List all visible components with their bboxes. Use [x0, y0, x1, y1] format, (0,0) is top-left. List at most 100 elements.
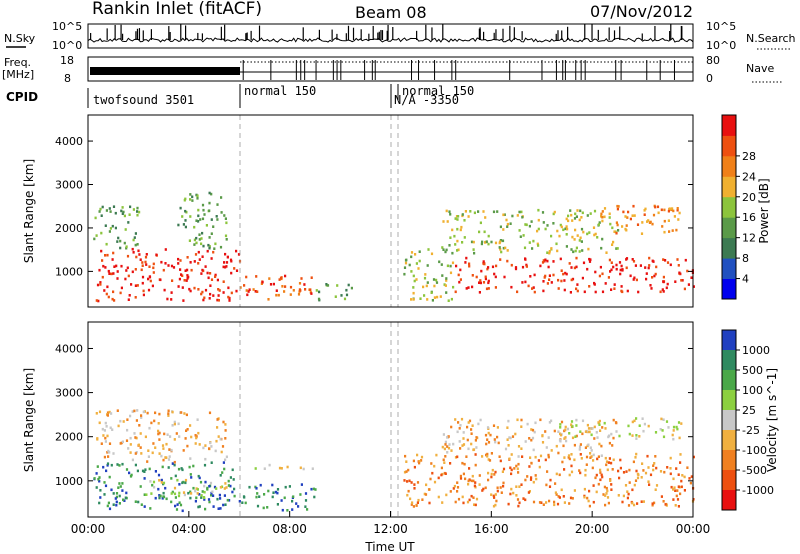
heatmap-cell — [413, 465, 416, 469]
heatmap-cell — [197, 431, 200, 435]
heatmap-cell — [510, 263, 513, 267]
heatmap-cell — [280, 499, 283, 502]
heatmap-cell — [170, 448, 173, 452]
heatmap-cell — [118, 482, 121, 485]
heatmap-cell — [598, 423, 601, 426]
heatmap-cell — [578, 239, 581, 242]
heatmap-cell — [517, 462, 520, 466]
heatmap-cell — [533, 273, 536, 277]
heatmap-cell — [157, 487, 160, 491]
heatmap-cell — [288, 485, 291, 488]
heatmap-cell — [172, 266, 176, 269]
heatmap-cell — [506, 259, 509, 263]
heatmap-cell — [680, 422, 683, 425]
heatmap-cell — [622, 494, 625, 498]
heatmap-cell — [129, 443, 132, 446]
heatmap-cell — [628, 432, 631, 436]
heatmap-cell — [109, 426, 112, 430]
heatmap-cell — [473, 211, 476, 215]
heatmap-cell — [530, 428, 533, 431]
heatmap-cell — [502, 213, 505, 217]
heatmap-cell — [452, 285, 455, 289]
heatmap-cell — [101, 205, 104, 209]
power-ylabel: Slant Range [km] — [22, 159, 36, 263]
heatmap-cell — [435, 281, 439, 284]
heatmap-cell — [586, 496, 589, 500]
heatmap-cell — [465, 256, 468, 260]
heatmap-cell — [643, 209, 646, 212]
heatmap-cell — [180, 467, 183, 470]
heatmap-cell — [427, 248, 430, 251]
heatmap-cell — [459, 278, 462, 281]
heatmap-cell — [675, 494, 678, 498]
heatmap-cell — [667, 219, 670, 222]
heatmap-cell — [650, 287, 653, 290]
date-title: 07/Nov/2012 — [590, 2, 693, 21]
heatmap-cell — [692, 285, 695, 288]
heatmap-cell — [314, 488, 317, 491]
heatmap-cell — [216, 298, 219, 302]
heatmap-cell — [299, 466, 302, 470]
heatmap-cell — [457, 421, 460, 424]
heatmap-cell — [188, 239, 191, 242]
heatmap-cell — [138, 253, 141, 256]
heatmap-cell — [134, 243, 137, 247]
heatmap-cell — [471, 474, 474, 478]
heatmap-cell — [178, 501, 181, 504]
heatmap-cell — [519, 235, 522, 238]
heatmap-cell — [266, 506, 269, 509]
heatmap-cell — [193, 243, 196, 246]
heatmap-cell — [601, 219, 604, 223]
heatmap-cell — [528, 465, 531, 468]
heatmap-cell — [575, 265, 578, 269]
y-tick-label: 1000 — [55, 265, 83, 278]
heatmap-cell — [578, 445, 582, 449]
heatmap-cell — [646, 454, 649, 458]
heatmap-cell — [571, 436, 575, 440]
heatmap-cell — [625, 228, 628, 232]
heatmap-cell — [412, 459, 415, 463]
heatmap-cell — [129, 436, 132, 440]
heatmap-cell — [445, 493, 448, 497]
heatmap-cell — [228, 499, 231, 502]
heatmap-cell — [184, 481, 187, 485]
heatmap-cell — [194, 499, 197, 503]
heatmap-cell — [414, 253, 417, 256]
heatmap-cell — [318, 290, 321, 294]
heatmap-cell — [435, 453, 438, 457]
heatmap-cell — [508, 457, 511, 461]
heatmap-cell — [448, 210, 451, 213]
heatmap-cell — [106, 253, 109, 257]
heatmap-cell — [458, 440, 461, 443]
heatmap-cell — [531, 287, 534, 290]
heatmap-cell — [635, 469, 638, 473]
heatmap-cell — [111, 428, 114, 431]
heatmap-cell — [560, 420, 564, 424]
heatmap-cell — [538, 501, 542, 504]
heatmap-cell — [160, 481, 163, 484]
heatmap-cell — [677, 264, 680, 267]
heatmap-cell — [454, 217, 457, 220]
heatmap-cell — [254, 290, 257, 293]
heatmap-cell — [127, 221, 130, 224]
heatmap-cell — [597, 482, 600, 486]
heatmap-cell — [99, 489, 102, 492]
heatmap-cell — [562, 228, 565, 232]
heatmap-cell — [177, 494, 181, 498]
heatmap-cell — [112, 290, 115, 294]
heatmap-cell — [181, 274, 184, 277]
heatmap-cell — [472, 448, 475, 452]
heatmap-cell — [631, 434, 634, 437]
heatmap-cell — [148, 265, 151, 268]
heatmap-cell — [565, 233, 568, 236]
heatmap-cell — [114, 211, 117, 215]
heatmap-cell — [605, 463, 608, 467]
heatmap-cell — [667, 209, 670, 213]
heatmap-cell — [666, 282, 669, 286]
heatmap-cell — [198, 238, 201, 241]
heatmap-cell — [435, 278, 438, 282]
heatmap-cell — [191, 199, 194, 202]
heatmap-cell — [555, 472, 558, 476]
heatmap-cell — [529, 275, 532, 278]
nsky-tick-bottom: 10^0 — [52, 39, 82, 52]
